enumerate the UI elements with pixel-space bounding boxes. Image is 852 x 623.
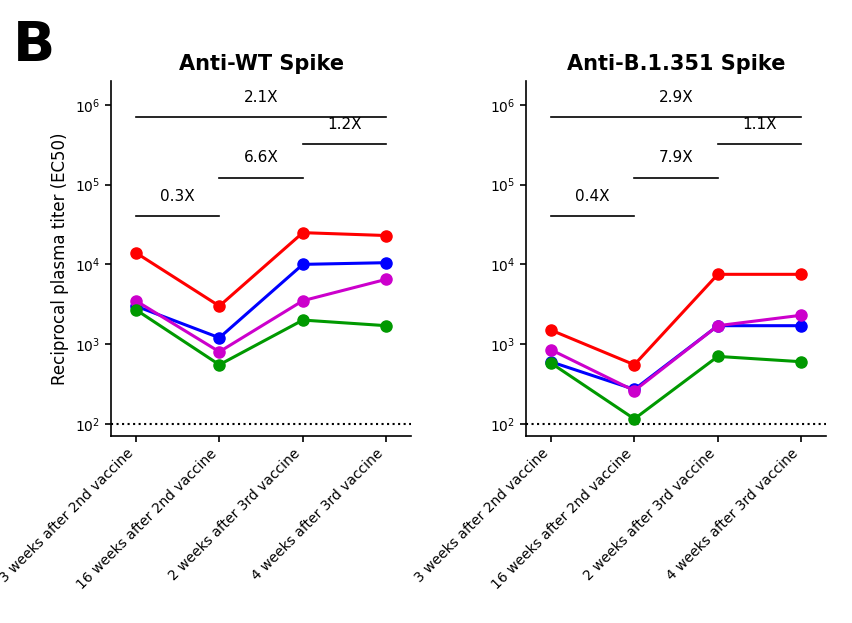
Text: 1.1X: 1.1X <box>742 117 777 132</box>
Text: 7.9X: 7.9X <box>659 150 694 165</box>
Title: Anti-WT Spike: Anti-WT Spike <box>179 54 343 74</box>
Title: Anti-B.1.351 Spike: Anti-B.1.351 Spike <box>567 54 786 74</box>
Text: 2.1X: 2.1X <box>244 90 279 105</box>
Text: 2.9X: 2.9X <box>659 90 694 105</box>
Text: 0.4X: 0.4X <box>575 189 610 204</box>
Text: B: B <box>13 19 55 73</box>
Text: 1.2X: 1.2X <box>327 117 362 132</box>
Y-axis label: Reciprocal plasma titer (EC50): Reciprocal plasma titer (EC50) <box>51 132 69 385</box>
Text: 0.3X: 0.3X <box>160 189 195 204</box>
Text: 6.6X: 6.6X <box>244 150 279 165</box>
